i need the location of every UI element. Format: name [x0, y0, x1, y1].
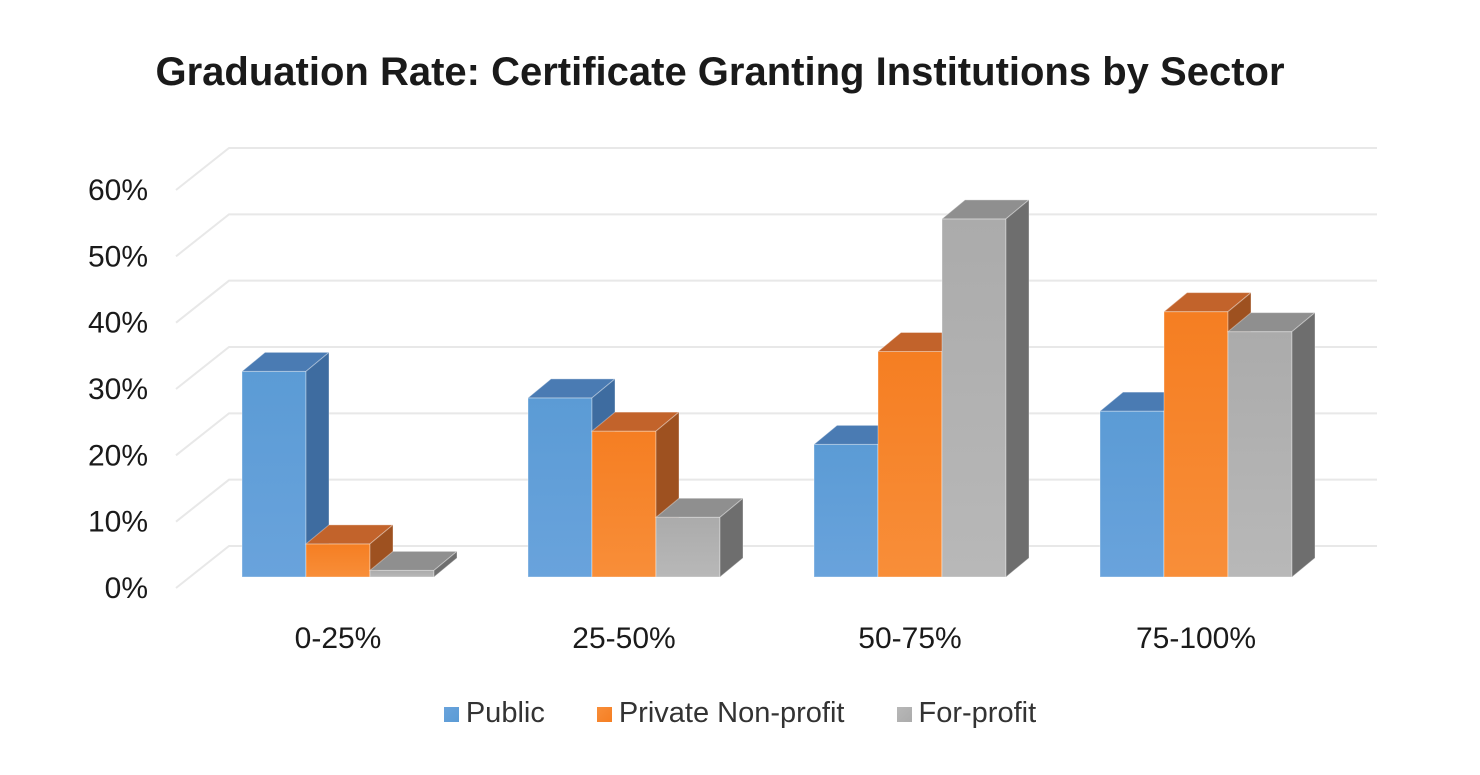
bar-50-75-public-front	[813, 443, 879, 578]
bar-25-50-for-profit-front	[655, 516, 721, 578]
bar-25-50-for-profit-side	[719, 497, 744, 579]
legend-swatch-public	[443, 707, 459, 722]
bar-0-25-for-profit-front	[369, 569, 435, 578]
legend-swatch-for-profit	[896, 707, 912, 722]
bar-0-25-private-non-profit-front	[305, 543, 371, 578]
x-tick-label-75-100: 75-100%	[1136, 622, 1256, 655]
y-tick-label-30: 30%	[88, 373, 148, 406]
bar-25-50-public-front	[527, 397, 593, 578]
legend: Public Private Non-profit For-profit	[0, 697, 1480, 730]
legend-item-private-non-profit: Private Non-profit	[596, 697, 845, 730]
legend-label-public: Public	[465, 697, 545, 729]
x-tick-label-50-75: 50-75%	[858, 622, 961, 655]
gridline-60	[175, 147, 1377, 191]
bar-25-50-private-non-profit-front	[591, 430, 657, 578]
bar-75-100-private-non-profit-front	[1163, 311, 1229, 578]
y-tick-label-50: 50%	[88, 240, 148, 273]
y-tick-label-10: 10%	[88, 506, 148, 539]
bar-50-75-for-profit-front	[941, 218, 1007, 578]
legend-label-for-profit: For-profit	[918, 697, 1037, 729]
legend-label-private-non-profit: Private Non-profit	[618, 697, 845, 729]
y-tick-label-60: 60%	[88, 174, 148, 207]
bar-75-100-for-profit-front	[1227, 331, 1293, 578]
chart-title: Graduation Rate: Certificate Granting In…	[155, 50, 1285, 94]
legend-item-public: Public	[443, 697, 545, 730]
bar-75-100-public-front	[1099, 410, 1165, 578]
bar-50-75-for-profit-side	[1005, 198, 1030, 579]
x-tick-label-25-50: 25-50%	[572, 622, 675, 655]
bar-0-25-public-front	[241, 370, 307, 578]
bar-75-100-for-profit-side	[1291, 311, 1316, 579]
x-tick-label-0-25: 0-25%	[295, 622, 382, 655]
legend-swatch-private-non-profit	[596, 707, 612, 722]
gridline-50	[175, 213, 1377, 258]
y-tick-label-0: 0%	[105, 572, 148, 605]
y-tick-label-20: 20%	[88, 439, 148, 472]
bar-50-75-private-non-profit-front	[877, 350, 943, 578]
bar-0-25-for-profit-side	[433, 550, 458, 579]
y-tick-label-40: 40%	[88, 307, 148, 340]
legend-item-for-profit: For-profit	[896, 697, 1037, 730]
